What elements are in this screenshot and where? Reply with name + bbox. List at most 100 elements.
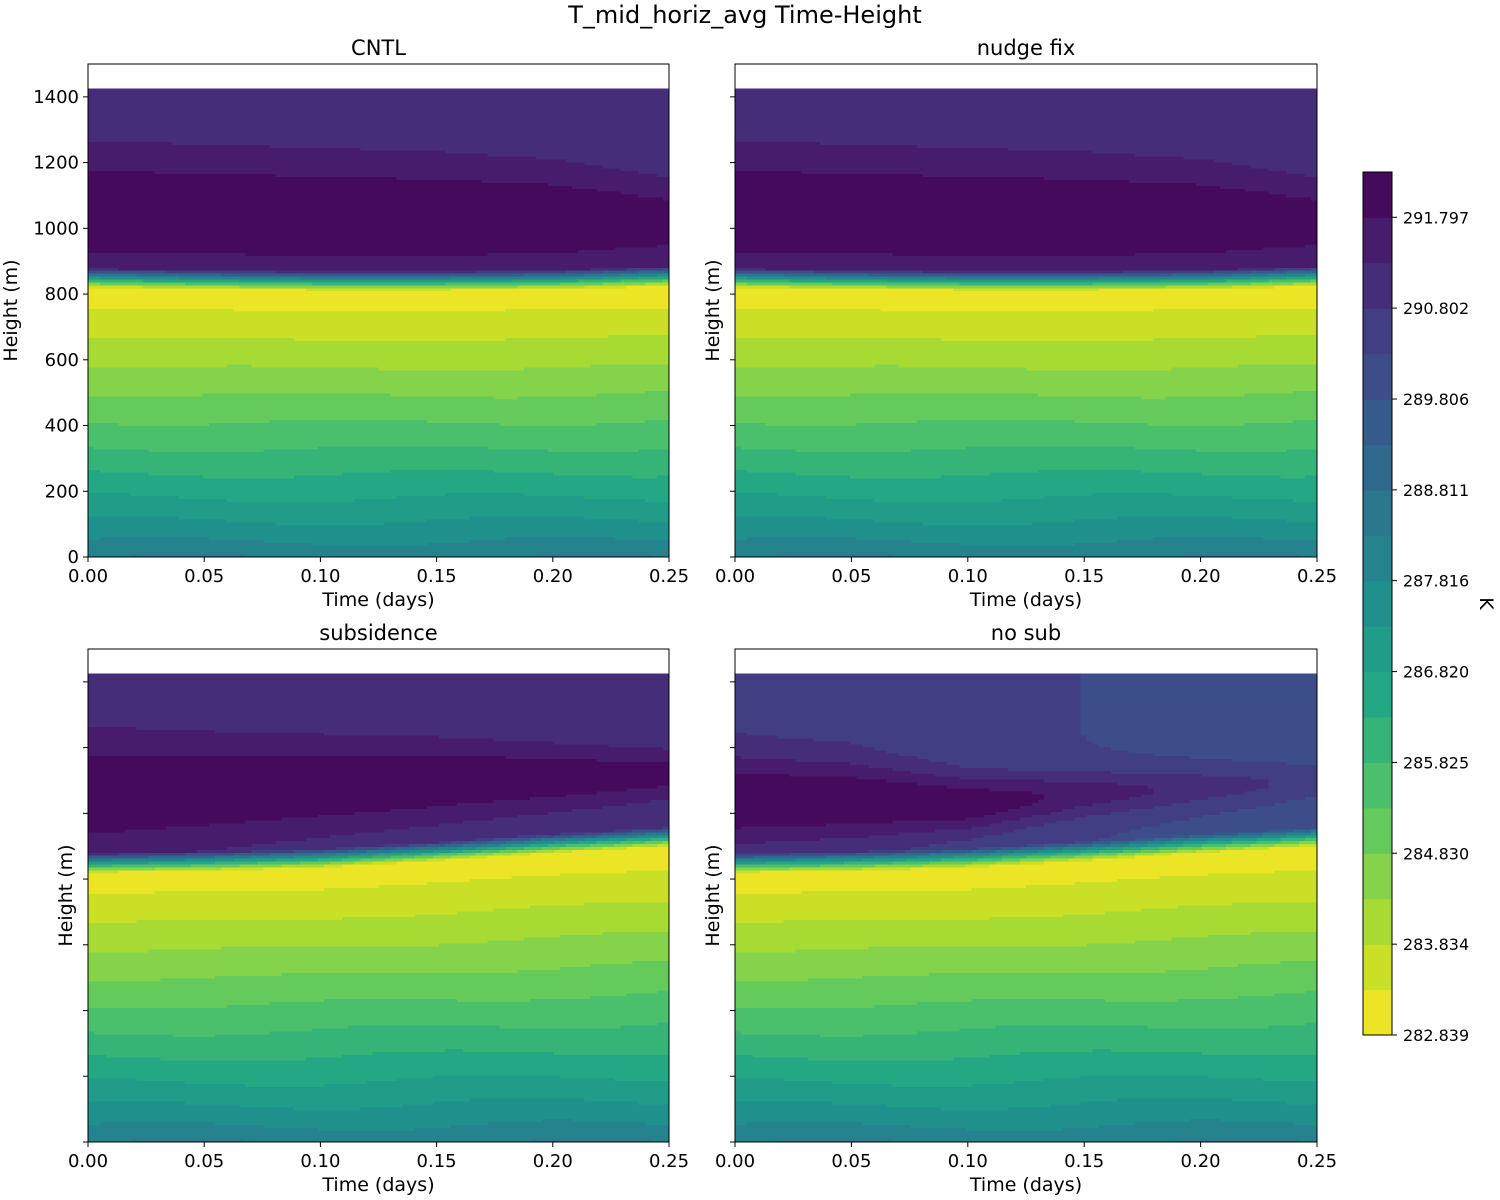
contour-cell (547, 308, 555, 339)
contour-cell (850, 477, 857, 500)
contour-cell (239, 393, 246, 423)
contour-cell (929, 337, 936, 368)
contour-cell (227, 539, 234, 555)
contour-cell (638, 422, 646, 450)
contour-cell (541, 554, 549, 558)
contour-cell (118, 284, 125, 289)
contour-cell (1098, 270, 1106, 274)
contour-cell (190, 1036, 198, 1061)
contour-cell (523, 270, 531, 274)
contour-cell (130, 866, 138, 871)
contour-cell (819, 536, 827, 555)
contour-cell (650, 88, 658, 175)
contour-cell (602, 363, 610, 394)
contour-cell (1038, 340, 1045, 371)
contour-cell (874, 393, 882, 423)
contour-cell (813, 252, 821, 271)
contour-cell (1304, 448, 1312, 476)
contour-cell (1141, 281, 1148, 286)
contour-cell (535, 88, 543, 160)
contour-cell (620, 451, 628, 476)
contour-cell (977, 445, 985, 476)
contour-cell (765, 536, 772, 558)
contour-cell (874, 144, 882, 175)
contour-cell (269, 501, 277, 523)
contour-cell (1298, 275, 1306, 280)
contour-cell (535, 536, 543, 555)
contour-cell (463, 255, 470, 271)
contour-cell (529, 472, 537, 497)
contour-cell (172, 755, 180, 827)
contour-cell (124, 278, 131, 283)
contour-cell (251, 852, 259, 856)
contour-cell (184, 1036, 192, 1061)
contour-cell (148, 287, 156, 309)
contour-cell (1268, 246, 1276, 268)
contour-cell (886, 393, 894, 423)
contour-cell (916, 284, 924, 289)
contour-cell (190, 396, 198, 426)
contour-cell (1147, 275, 1154, 280)
contour-cell (317, 147, 325, 178)
contour-cell (1165, 369, 1173, 397)
contour-cell (1123, 255, 1130, 271)
contour-cell (148, 88, 156, 142)
contour-cell (529, 448, 537, 473)
contour-cell (1074, 445, 1082, 470)
contour-cell (1232, 475, 1239, 500)
contour-cell (560, 88, 567, 160)
contour-cell (130, 726, 138, 757)
contour-cell (1147, 340, 1154, 371)
contour-cell (1068, 179, 1076, 257)
contour-cell (916, 281, 924, 286)
contour-cell (324, 270, 331, 274)
contour-cell (457, 284, 464, 289)
contour-cell (832, 396, 839, 426)
contour-cell (299, 278, 307, 283)
contour-cell (1038, 273, 1045, 277)
contour-cell (953, 281, 960, 286)
contour-cell (1068, 284, 1076, 289)
contour-cell (541, 308, 549, 339)
contour-cell (602, 393, 610, 423)
contour-cell (336, 475, 343, 502)
contour-cell (317, 475, 325, 502)
contour-cell (342, 88, 349, 148)
contour-cell (178, 858, 186, 862)
contour-cell (227, 673, 234, 733)
contour-cell (269, 843, 277, 850)
contour-cell (747, 287, 754, 309)
contour-cell (892, 477, 900, 502)
contour-cell (1201, 270, 1209, 274)
contour-cell (892, 281, 900, 286)
contour-cell (535, 252, 543, 271)
contour-cell (269, 419, 277, 450)
contour-cell (160, 919, 168, 950)
contour-cell (88, 270, 95, 274)
contour-cell (554, 88, 561, 160)
contour-cell (1019, 498, 1027, 526)
contour-cell (1013, 278, 1021, 283)
contour-cell (1268, 308, 1276, 336)
contour-cell (196, 275, 204, 280)
contour-cell (1280, 518, 1288, 541)
contour-cell (251, 275, 259, 280)
contour-cell (118, 673, 125, 727)
contour-cell (947, 147, 954, 178)
contour-cell (759, 88, 766, 142)
contour-cell (366, 419, 374, 447)
contour-cell (202, 88, 210, 145)
contour-cell (1013, 311, 1021, 341)
contour-cell (590, 498, 597, 520)
contour-cell (1213, 425, 1221, 453)
contour-cell (602, 273, 610, 277)
contour-cell (88, 273, 95, 277)
contour-cell (360, 340, 367, 368)
contour-cell (1256, 363, 1264, 394)
contour-cell (1310, 270, 1318, 274)
contour-cell (560, 273, 567, 277)
contour-cell (596, 393, 604, 423)
contour-cell (862, 451, 869, 479)
contour-cell (1056, 150, 1063, 180)
contour-cell (1104, 396, 1112, 423)
